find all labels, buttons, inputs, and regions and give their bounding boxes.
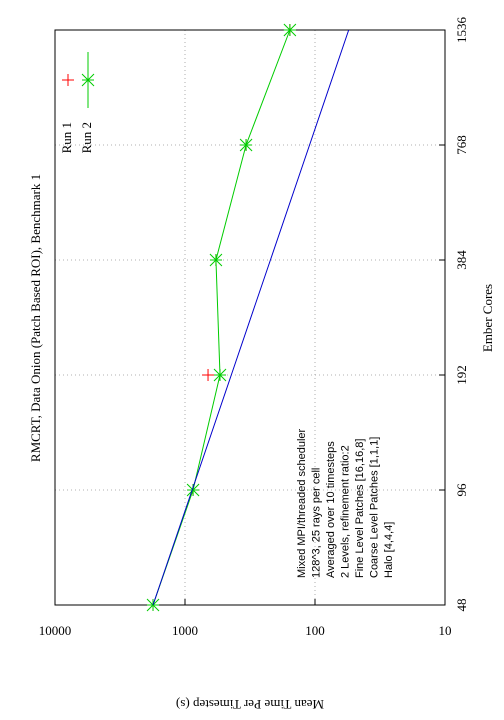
annotation: Fine Level Patches [16,16,8] xyxy=(354,439,366,578)
marker xyxy=(213,368,227,382)
y-tick-label: 1000 xyxy=(172,623,198,638)
marker xyxy=(81,73,95,87)
x-tick-label: 1536 xyxy=(454,17,469,44)
y-tick-label: 100 xyxy=(305,623,325,638)
y-tick-label: 10 xyxy=(439,623,452,638)
annotation: Averaged over 10 timesteps xyxy=(325,441,337,578)
y-axis-label: Mean Time Per Timestep (s) xyxy=(176,697,324,712)
series-line xyxy=(152,29,350,606)
marker xyxy=(186,483,200,497)
annotation: Mixed MPI/threaded scheduler xyxy=(296,428,308,578)
x-tick-label: 768 xyxy=(454,135,469,155)
x-tick-label: 192 xyxy=(454,365,469,385)
annotation: 128^3, 25 rays per cell xyxy=(310,468,322,578)
legend-label: Run 2 xyxy=(79,122,94,153)
marker xyxy=(283,23,297,37)
x-tick-label: 48 xyxy=(454,599,469,612)
legend-label: Run 1 xyxy=(59,122,74,153)
x-tick-label: 96 xyxy=(454,483,469,497)
annotation: Coarse Level Patches [1,1,1] xyxy=(368,437,380,578)
y-tick-label: 10000 xyxy=(39,623,72,638)
marker xyxy=(209,253,223,267)
x-axis-label: Ember Cores xyxy=(480,284,495,352)
plot-frame xyxy=(54,29,446,606)
marker xyxy=(62,74,74,86)
annotation: 2 Levels, refinement ratio:2 xyxy=(339,445,351,578)
marker xyxy=(239,138,253,152)
series-line xyxy=(152,29,291,606)
x-tick-label: 384 xyxy=(454,250,469,270)
chart-title: RMCRT, Data Onion (Patch Based ROI), Ben… xyxy=(28,174,43,462)
annotation: Halo [4,4,4] xyxy=(383,522,395,578)
marker xyxy=(202,369,215,381)
marker xyxy=(146,598,160,612)
